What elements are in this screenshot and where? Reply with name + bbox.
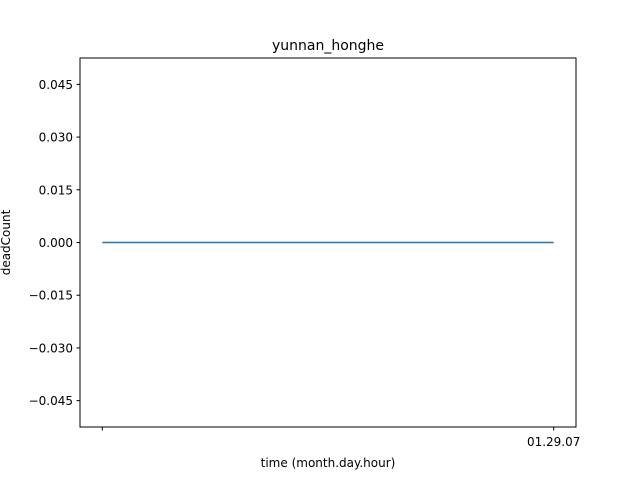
x-axis-label: time (month.day.hour) [261,456,396,470]
y-axis: −0.045 −0.030 −0.015 0.000 0.015 0.030 0.045 [29,78,80,408]
y-tick-label: 0.000 [39,236,73,250]
y-tick-label: 0.045 [39,78,73,92]
y-tick-label: 0.030 [39,131,73,145]
chart-title: yunnan_honghe [272,38,384,54]
y-tick-label: −0.015 [29,289,73,303]
x-tick-label: 01.29.07 [527,435,580,449]
y-tick-label: 0.015 [39,183,73,197]
x-axis: 01.29.07 [101,427,580,449]
y-tick-label: −0.030 [29,341,73,355]
y-axis-label: deadCount [0,209,13,275]
y-tick-label: −0.045 [29,394,73,408]
